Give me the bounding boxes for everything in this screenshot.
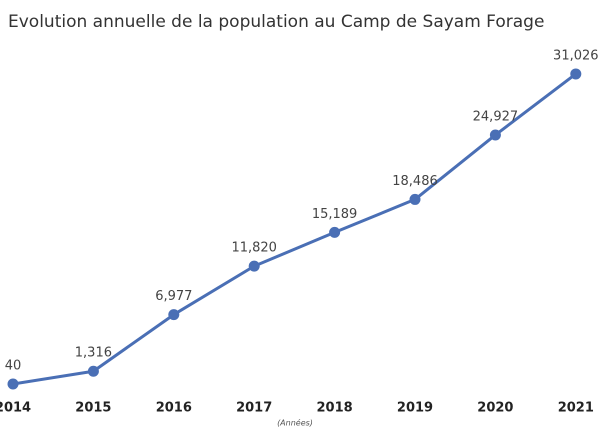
- point: [570, 68, 582, 80]
- value-label: 24,927: [473, 109, 519, 124]
- x-tick-label: 2014: [0, 401, 31, 416]
- x-tick-label: 2015: [75, 401, 111, 416]
- point: [329, 226, 341, 238]
- value-label: 31,026: [553, 48, 599, 63]
- x-tick-label: 2017: [236, 401, 272, 416]
- x-tick-label: 2018: [317, 401, 353, 416]
- point: [248, 260, 260, 272]
- point: [7, 378, 19, 390]
- value-label: 18,486: [392, 174, 438, 189]
- value-label: 6,977: [155, 289, 192, 304]
- point: [87, 365, 99, 377]
- x-tick-label: 2020: [477, 401, 513, 416]
- value-label: 11,820: [231, 241, 277, 256]
- chart-title: Evolution annuelle de la population au C…: [8, 12, 544, 32]
- value-label: 40: [5, 358, 22, 373]
- line: [12, 72, 577, 386]
- point: [168, 309, 180, 321]
- value-label: 15,189: [312, 207, 358, 222]
- point: [409, 193, 421, 205]
- value-label: 1,316: [75, 346, 112, 361]
- x-tick-label: 2016: [156, 401, 192, 416]
- x-axis-label: (Années): [277, 418, 313, 428]
- point: [489, 129, 501, 141]
- x-tick-label: 2019: [397, 401, 433, 416]
- x-tick-label: 2021: [558, 401, 594, 416]
